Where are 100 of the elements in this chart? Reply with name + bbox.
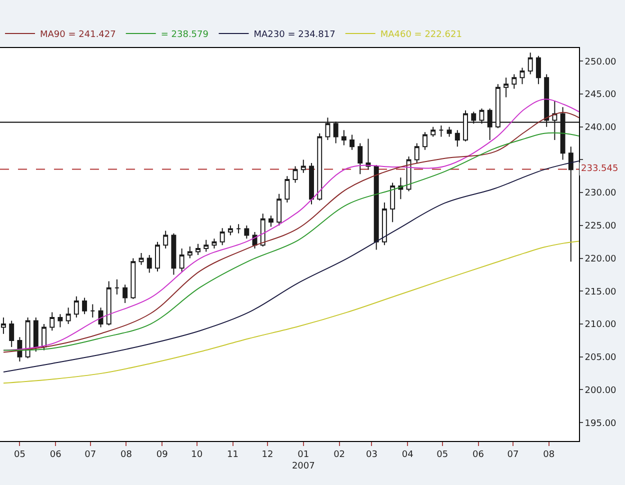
candlestick — [106, 280, 112, 326]
y-tick-label: 195.00 — [584, 418, 617, 429]
candlestick — [333, 121, 338, 144]
candlestick — [366, 138, 371, 170]
candlestick — [536, 55, 541, 85]
candlestick — [406, 156, 412, 192]
candlestick — [260, 213, 266, 247]
legend-label: MA230 = 234.817 — [254, 30, 336, 40]
candlestick — [244, 224, 250, 240]
candlestick — [454, 130, 460, 148]
candlestick — [276, 193, 282, 226]
ref-line-label: 233.545 — [581, 164, 618, 174]
candlestick — [504, 77, 509, 98]
candlestick — [155, 241, 160, 272]
legend-label: = 238.579 — [160, 30, 209, 40]
candlestick — [317, 132, 322, 201]
candlestick — [146, 254, 152, 274]
candlestick — [187, 246, 192, 259]
candlestick — [171, 232, 176, 276]
x-tick-label: 05 — [14, 450, 26, 460]
y-tick-label: 205.00 — [584, 353, 617, 364]
candlestick — [438, 125, 444, 138]
y-tick-label: 220.00 — [584, 254, 617, 264]
candlestick — [114, 278, 120, 295]
candlestick — [544, 74, 550, 128]
legend-label: MA90 = 241.427 — [40, 30, 116, 40]
x-tick-label: 06 — [472, 450, 484, 460]
candlestick — [358, 142, 363, 175]
candlestick — [42, 324, 46, 351]
candlestick — [9, 320, 14, 348]
candlestick — [309, 162, 314, 205]
x-tick-label: 05 — [436, 450, 448, 460]
candlestick — [430, 126, 436, 138]
candlestick — [130, 258, 136, 300]
candlestick — [495, 84, 500, 129]
candlestick — [50, 312, 55, 332]
candlestick — [552, 100, 558, 141]
candlestick — [138, 252, 144, 266]
candlestick — [122, 284, 128, 304]
candlestick — [268, 215, 274, 228]
candlestick — [414, 142, 420, 164]
candlestick — [82, 297, 88, 315]
y-tick-label: 200.00 — [584, 386, 617, 396]
candlestick — [228, 224, 233, 236]
x-tick-label: 07 — [84, 450, 96, 460]
candlestick — [479, 108, 484, 124]
y-tick-label: 210.00 — [584, 320, 617, 330]
x-tick-label: 02 — [334, 450, 346, 460]
candlestick — [487, 108, 492, 141]
x-tick-label: 08 — [120, 450, 132, 460]
y-tick-label: 225.00 — [584, 222, 617, 232]
candlestick — [422, 132, 428, 150]
candlestick — [25, 316, 30, 359]
candlestick — [74, 296, 79, 318]
candlestick — [179, 248, 184, 272]
x-tick-label: 07 — [507, 450, 519, 460]
candlestick — [350, 134, 355, 150]
line-series — [2, 240, 579, 384]
x-tick-label: 06 — [50, 450, 62, 460]
y-tick-label: 215.00 — [584, 287, 617, 298]
candlestick — [236, 224, 242, 234]
x-tick-label: 11 — [227, 450, 238, 460]
x-tick-label: 03 — [366, 450, 378, 460]
x-tick-label: 10 — [191, 450, 203, 460]
candlestick — [58, 314, 63, 328]
candlestick — [446, 126, 452, 138]
x-tick-label: 12 — [262, 450, 274, 460]
candlestick — [520, 67, 525, 85]
candlestick — [374, 164, 379, 250]
x-tick-label: 08 — [543, 450, 555, 460]
candlestick — [528, 52, 533, 75]
candlestick — [560, 106, 566, 160]
y-tick-label: 245.00 — [584, 90, 617, 100]
candlestick — [325, 117, 330, 141]
candlestick — [300, 159, 306, 174]
candlestick — [568, 146, 574, 262]
y-tick-label: 250.00 — [584, 57, 617, 68]
candlestick — [471, 111, 476, 124]
x-tick-label: 01 2007 — [292, 450, 315, 472]
candlestick — [382, 202, 387, 246]
candlestick — [284, 176, 290, 203]
candlestick — [204, 239, 209, 252]
candlestick — [212, 238, 217, 249]
candlestick — [292, 166, 298, 184]
candlestick — [33, 316, 38, 352]
candlestick — [66, 307, 71, 325]
x-tick-label: 04 — [402, 450, 414, 460]
candlestick — [463, 110, 468, 142]
y-tick-label: 230.00 — [584, 188, 617, 199]
candlestick — [220, 228, 225, 246]
legend-label: MA460 = 222.621 — [380, 30, 462, 40]
candlestick — [341, 130, 346, 146]
y-tick-label: 240.00 — [584, 123, 617, 134]
x-tick-label: 09 — [156, 450, 168, 460]
candlestick — [390, 182, 396, 223]
candlestick — [196, 243, 200, 256]
candlestick — [90, 304, 96, 318]
candlestick — [512, 74, 517, 90]
line-series — [2, 160, 579, 372]
candlestick — [163, 230, 168, 249]
